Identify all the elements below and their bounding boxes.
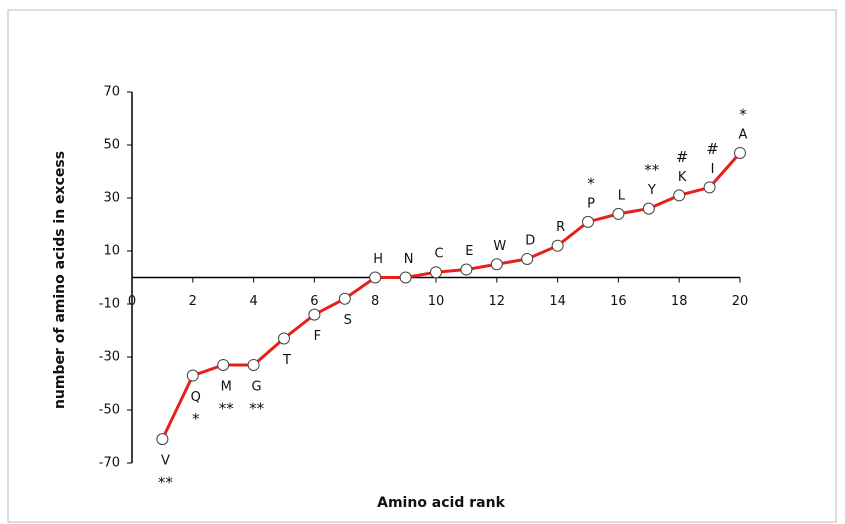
point-label: R xyxy=(556,220,565,235)
x-tick-label: 8 xyxy=(371,294,379,309)
point-label: G xyxy=(252,379,262,394)
frame xyxy=(7,9,837,523)
point xyxy=(247,358,260,371)
significance-mark: ** xyxy=(249,399,265,417)
point xyxy=(551,239,564,252)
point-label: E xyxy=(465,244,473,259)
point xyxy=(399,271,412,284)
point xyxy=(278,332,290,345)
x-axis-title: Amino acid rank xyxy=(377,495,505,511)
point xyxy=(612,207,625,220)
significance-mark: * xyxy=(192,410,200,428)
point-label: T xyxy=(282,353,291,368)
point-label: C xyxy=(434,247,443,262)
point-label: Y xyxy=(647,183,656,198)
point-label: S xyxy=(344,313,352,328)
x-tick-label: 12 xyxy=(489,294,506,309)
point-label: I xyxy=(711,162,715,177)
y-tick-label: 10 xyxy=(103,244,120,259)
point xyxy=(521,252,534,265)
point-label: L xyxy=(618,188,626,203)
x-tick-label: 2 xyxy=(189,294,197,309)
point-label: P xyxy=(587,196,595,211)
x-tick-label: 4 xyxy=(249,294,257,309)
point xyxy=(430,266,442,279)
point-label: V xyxy=(161,454,170,469)
y-axis-title: number of amino acids in excess xyxy=(52,151,68,409)
point-label: K xyxy=(678,170,687,185)
x-tick-label: 0 xyxy=(128,294,136,309)
point xyxy=(308,308,321,321)
point-label: M xyxy=(221,379,232,394)
point-label: D xyxy=(525,233,535,248)
significance-mark: * xyxy=(739,105,747,123)
point xyxy=(490,258,503,271)
point xyxy=(582,215,594,228)
point xyxy=(156,433,169,446)
point xyxy=(734,146,746,159)
point xyxy=(703,181,716,194)
x-tick-label: 18 xyxy=(671,294,688,309)
point xyxy=(369,271,382,284)
point xyxy=(186,369,199,382)
x-tick-label: 16 xyxy=(610,294,627,309)
point-label: F xyxy=(314,329,321,344)
x-tick-label: 14 xyxy=(549,294,566,309)
y-tick-label: 30 xyxy=(103,191,120,206)
significance-mark: ** xyxy=(219,399,235,417)
y-tick-label: -50 xyxy=(99,403,120,418)
point-label: N xyxy=(404,252,414,267)
point xyxy=(217,358,230,371)
x-tick-label: 10 xyxy=(428,294,445,309)
point-label: W xyxy=(493,239,506,254)
point xyxy=(673,189,686,202)
y-tick-label: -10 xyxy=(99,297,120,312)
significance-mark: # xyxy=(676,148,689,166)
y-tick-label: 70 xyxy=(103,85,120,100)
y-tick-label: 50 xyxy=(103,138,120,153)
point xyxy=(460,263,473,276)
point-label: H xyxy=(373,252,383,267)
point-label: A xyxy=(739,127,748,142)
y-tick-label: -70 xyxy=(99,456,120,471)
significance-mark: * xyxy=(587,174,595,192)
y-tick-label: -30 xyxy=(99,350,120,365)
point xyxy=(642,202,655,215)
x-tick-label: 20 xyxy=(732,294,749,309)
significance-mark: # xyxy=(706,140,719,158)
x-tick-label: 6 xyxy=(310,294,318,309)
significance-mark: ** xyxy=(158,474,174,492)
point-label: Q xyxy=(191,390,201,405)
significance-mark: ** xyxy=(644,161,660,179)
point xyxy=(338,292,351,305)
